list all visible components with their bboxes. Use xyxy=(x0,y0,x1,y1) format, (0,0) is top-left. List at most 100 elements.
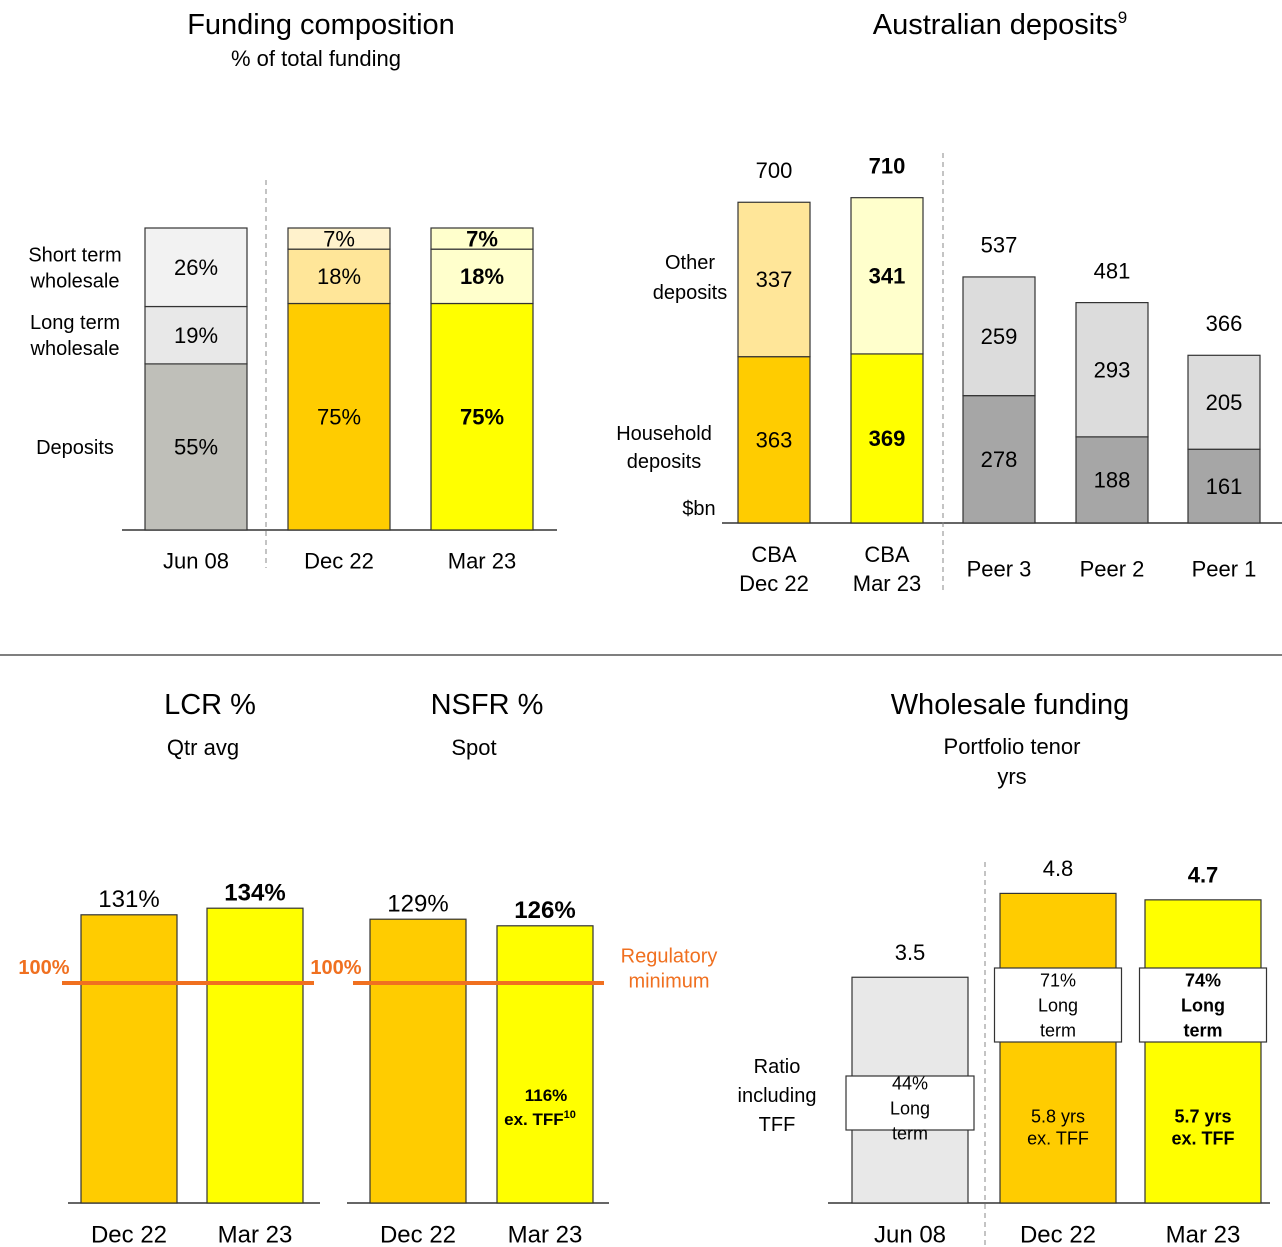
funding-composition-series-label-short-term-wholesale: Short term wholesale xyxy=(28,244,121,292)
funding-composition-label-mar-23-long-term-wholesale: 18% xyxy=(460,264,504,289)
wholesale-funding-value-mar-23: 4.7 xyxy=(1188,863,1219,888)
funding-composition-xtick-jun-08: Jun 08 xyxy=(163,549,229,574)
australian-deposits-bar-peer-3-household-deposits xyxy=(962,395,1036,524)
australian-deposits-xtick-peer-1: Peer 1 xyxy=(1192,557,1257,582)
australian-deposits-label-peer-2-household-deposits: 188 xyxy=(1094,468,1131,493)
wholesale-funding-title: Wholesale funding xyxy=(891,689,1130,721)
australian-deposits-title-text: Australian deposits xyxy=(873,9,1118,41)
australian-deposits-label-cba-dec-22-other-deposits: 337 xyxy=(756,267,793,292)
wholesale-funding-xtick-dec-22: Dec 22 xyxy=(1020,1221,1096,1247)
nsfr-xtick-mar-23: Mar 23 xyxy=(508,1221,583,1247)
funding-composition-label-dec-22-short-term-wholesale: 7% xyxy=(323,226,355,251)
lcr-xtick-mar-23: Mar 23 xyxy=(218,1221,293,1247)
funding-composition-bar-dec-22-deposits xyxy=(287,302,391,531)
lcr-value-mar-23: 134% xyxy=(224,880,285,907)
australian-deposits-bar-peer-2-other-deposits xyxy=(1075,302,1149,438)
lcr-subtitle: Qtr avg xyxy=(167,735,239,760)
funding-composition-bar-mar-23-long-term-wholesale xyxy=(430,248,534,305)
australian-deposits-total-peer-2: 481 xyxy=(1094,258,1131,283)
australian-deposits-bar-cba-dec-22-household-deposits xyxy=(737,356,811,524)
wholesale-funding-row-label: Ratio including TFF xyxy=(738,1056,817,1136)
funding-composition-label-dec-22-long-term-wholesale: 18% xyxy=(317,264,361,289)
wholesale-funding-xtick-jun-08: Jun 08 xyxy=(874,1221,946,1247)
wholesale-funding-ratio-box-jun-08 xyxy=(845,1075,975,1131)
lcr-bar-dec-22 xyxy=(80,914,178,1204)
australian-deposits-bar-cba-dec-22-other-deposits xyxy=(737,201,811,358)
wholesale-funding-ratio-box-mar-23 xyxy=(1138,967,1268,1043)
australian-deposits-series-label-other: Other deposits xyxy=(653,252,728,304)
wholesale-funding-ex-tff-mar-23: 5.7 yrs ex. TFF xyxy=(1171,1106,1234,1148)
australian-deposits-xtick-cba-dec-22: CBA Dec 22 xyxy=(739,542,809,596)
nsfr-value-mar-23: 126% xyxy=(514,897,575,924)
australian-deposits-bar-peer-1-other-deposits xyxy=(1187,354,1261,450)
charts-layer: 55% 19% 26% Jun 08 75% 18% 7% Dec 22 75% 18% 7% Mar… xyxy=(18,153,1282,1247)
funding-composition-label-mar-23-deposits: 75% xyxy=(460,404,504,429)
nsfr-bar-mar-23 xyxy=(496,925,594,1204)
australian-deposits-label-cba-mar-23-household-deposits: 369 xyxy=(869,426,906,451)
funding-composition-subtitle: % of total funding xyxy=(231,46,401,71)
australian-deposits-xtick-cba-mar-23: CBA Mar 23 xyxy=(853,542,921,596)
funding-composition-bar-jun-08-deposits xyxy=(144,363,248,531)
wholesale-funding-ex-tff-dec-22: 5.8 yrs ex. TFF xyxy=(1027,1106,1089,1148)
funding-composition-series-label-long-term-wholesale: Long term wholesale xyxy=(30,312,121,360)
lcr-reference-label: 100% xyxy=(18,957,69,979)
australian-deposits-bar-cba-mar-23-household-deposits xyxy=(850,353,924,524)
wholesale-funding-bar-dec-22 xyxy=(999,892,1117,1204)
australian-deposits-label-peer-3-other-deposits: 259 xyxy=(981,324,1018,349)
australian-deposits-total-peer-3: 537 xyxy=(981,233,1018,258)
wholesale-funding-value-dec-22: 4.8 xyxy=(1043,856,1074,881)
funding-composition-bar-mar-23-short-term-wholesale xyxy=(430,227,534,250)
funding-composition-bar-mar-23-deposits xyxy=(430,302,534,531)
australian-deposits-label-peer-1-household-deposits: 161 xyxy=(1206,474,1243,499)
lcr-value-dec-22: 131% xyxy=(98,886,159,913)
funding-composition-label-dec-22-deposits: 75% xyxy=(317,404,361,429)
funding-composition-label-jun-08-deposits: 55% xyxy=(174,435,218,460)
funding-composition-series-label-deposits: Deposits xyxy=(36,437,114,459)
nsfr-subtitle: Spot xyxy=(451,735,496,760)
funding-composition-title: Funding composition xyxy=(187,9,455,41)
australian-deposits-total-cba-dec-22: 700 xyxy=(756,158,793,183)
australian-deposits-bar-cba-mar-23-other-deposits xyxy=(850,197,924,355)
funding-composition-label-jun-08-short-term-wholesale: 26% xyxy=(174,255,218,280)
funding-composition-bar-dec-22-short-term-wholesale xyxy=(287,227,391,250)
funding-composition-xtick-mar-23: Mar 23 xyxy=(448,549,516,574)
nsfr-reference-note: Regulatory minimum xyxy=(621,946,718,993)
nsfr-ex-tff-footnote: 10 xyxy=(564,1109,576,1121)
australian-deposits-label-cba-mar-23-other-deposits: 341 xyxy=(869,264,906,289)
wholesale-funding-ratio-box-dec-22 xyxy=(993,967,1123,1043)
lcr-xtick-dec-22: Dec 22 xyxy=(91,1221,167,1247)
nsfr-xtick-dec-22: Dec 22 xyxy=(380,1221,456,1247)
australian-deposits-label-peer-1-other-deposits: 205 xyxy=(1206,390,1243,415)
nsfr-bar-dec-22 xyxy=(369,918,467,1204)
funding-composition-xtick-dec-22: Dec 22 xyxy=(304,549,374,574)
funding-composition-label-jun-08-long-term-wholesale: 19% xyxy=(174,323,218,348)
wholesale-funding-subtitle: Portfolio tenor yrs xyxy=(944,734,1081,789)
australian-deposits-label-peer-2-other-deposits: 293 xyxy=(1094,357,1131,382)
australian-deposits-total-cba-mar-23: 710 xyxy=(869,153,906,178)
funding-composition-bar-jun-08-short-term-wholesale xyxy=(144,227,248,308)
australian-deposits-xtick-peer-3: Peer 3 xyxy=(967,557,1032,582)
wholesale-funding-ratio-label-jun-08: 44% Long term xyxy=(890,1073,930,1143)
australian-deposits-title: Australian deposits9 xyxy=(873,8,1128,41)
nsfr-reference-label: 100% xyxy=(310,957,361,979)
lcr-bar-mar-23 xyxy=(206,907,304,1204)
australian-deposits-label-cba-dec-22-household-deposits: 363 xyxy=(756,428,793,453)
australian-deposits-unit-label: $bn xyxy=(682,498,715,520)
nsfr-ex-tff-value: 116% xyxy=(525,1086,568,1105)
australian-deposits-series-label-household: Household deposits xyxy=(616,423,712,473)
australian-deposits-bar-peer-3-other-deposits xyxy=(962,276,1036,397)
nsfr-value-dec-22: 129% xyxy=(387,891,448,918)
wholesale-funding-bar-mar-23 xyxy=(1144,899,1262,1204)
australian-deposits-label-peer-3-household-deposits: 278 xyxy=(981,447,1018,472)
lcr-title: LCR % xyxy=(164,689,256,721)
wholesale-funding-ratio-label-dec-22: 71% Long term xyxy=(1038,970,1078,1040)
wholesale-funding-xtick-mar-23: Mar 23 xyxy=(1166,1221,1241,1247)
australian-deposits-footnote: 9 xyxy=(1118,8,1127,27)
wholesale-funding-ratio-label-mar-23: 74% Long term xyxy=(1181,970,1225,1040)
nsfr-ex-tff-label: ex. TFF10 xyxy=(504,1109,576,1129)
australian-deposits-bar-peer-2-household-deposits xyxy=(1075,436,1149,524)
australian-deposits-total-peer-1: 366 xyxy=(1206,311,1243,336)
nsfr-title: NSFR % xyxy=(431,689,544,721)
australian-deposits-xtick-peer-2: Peer 2 xyxy=(1080,557,1145,582)
